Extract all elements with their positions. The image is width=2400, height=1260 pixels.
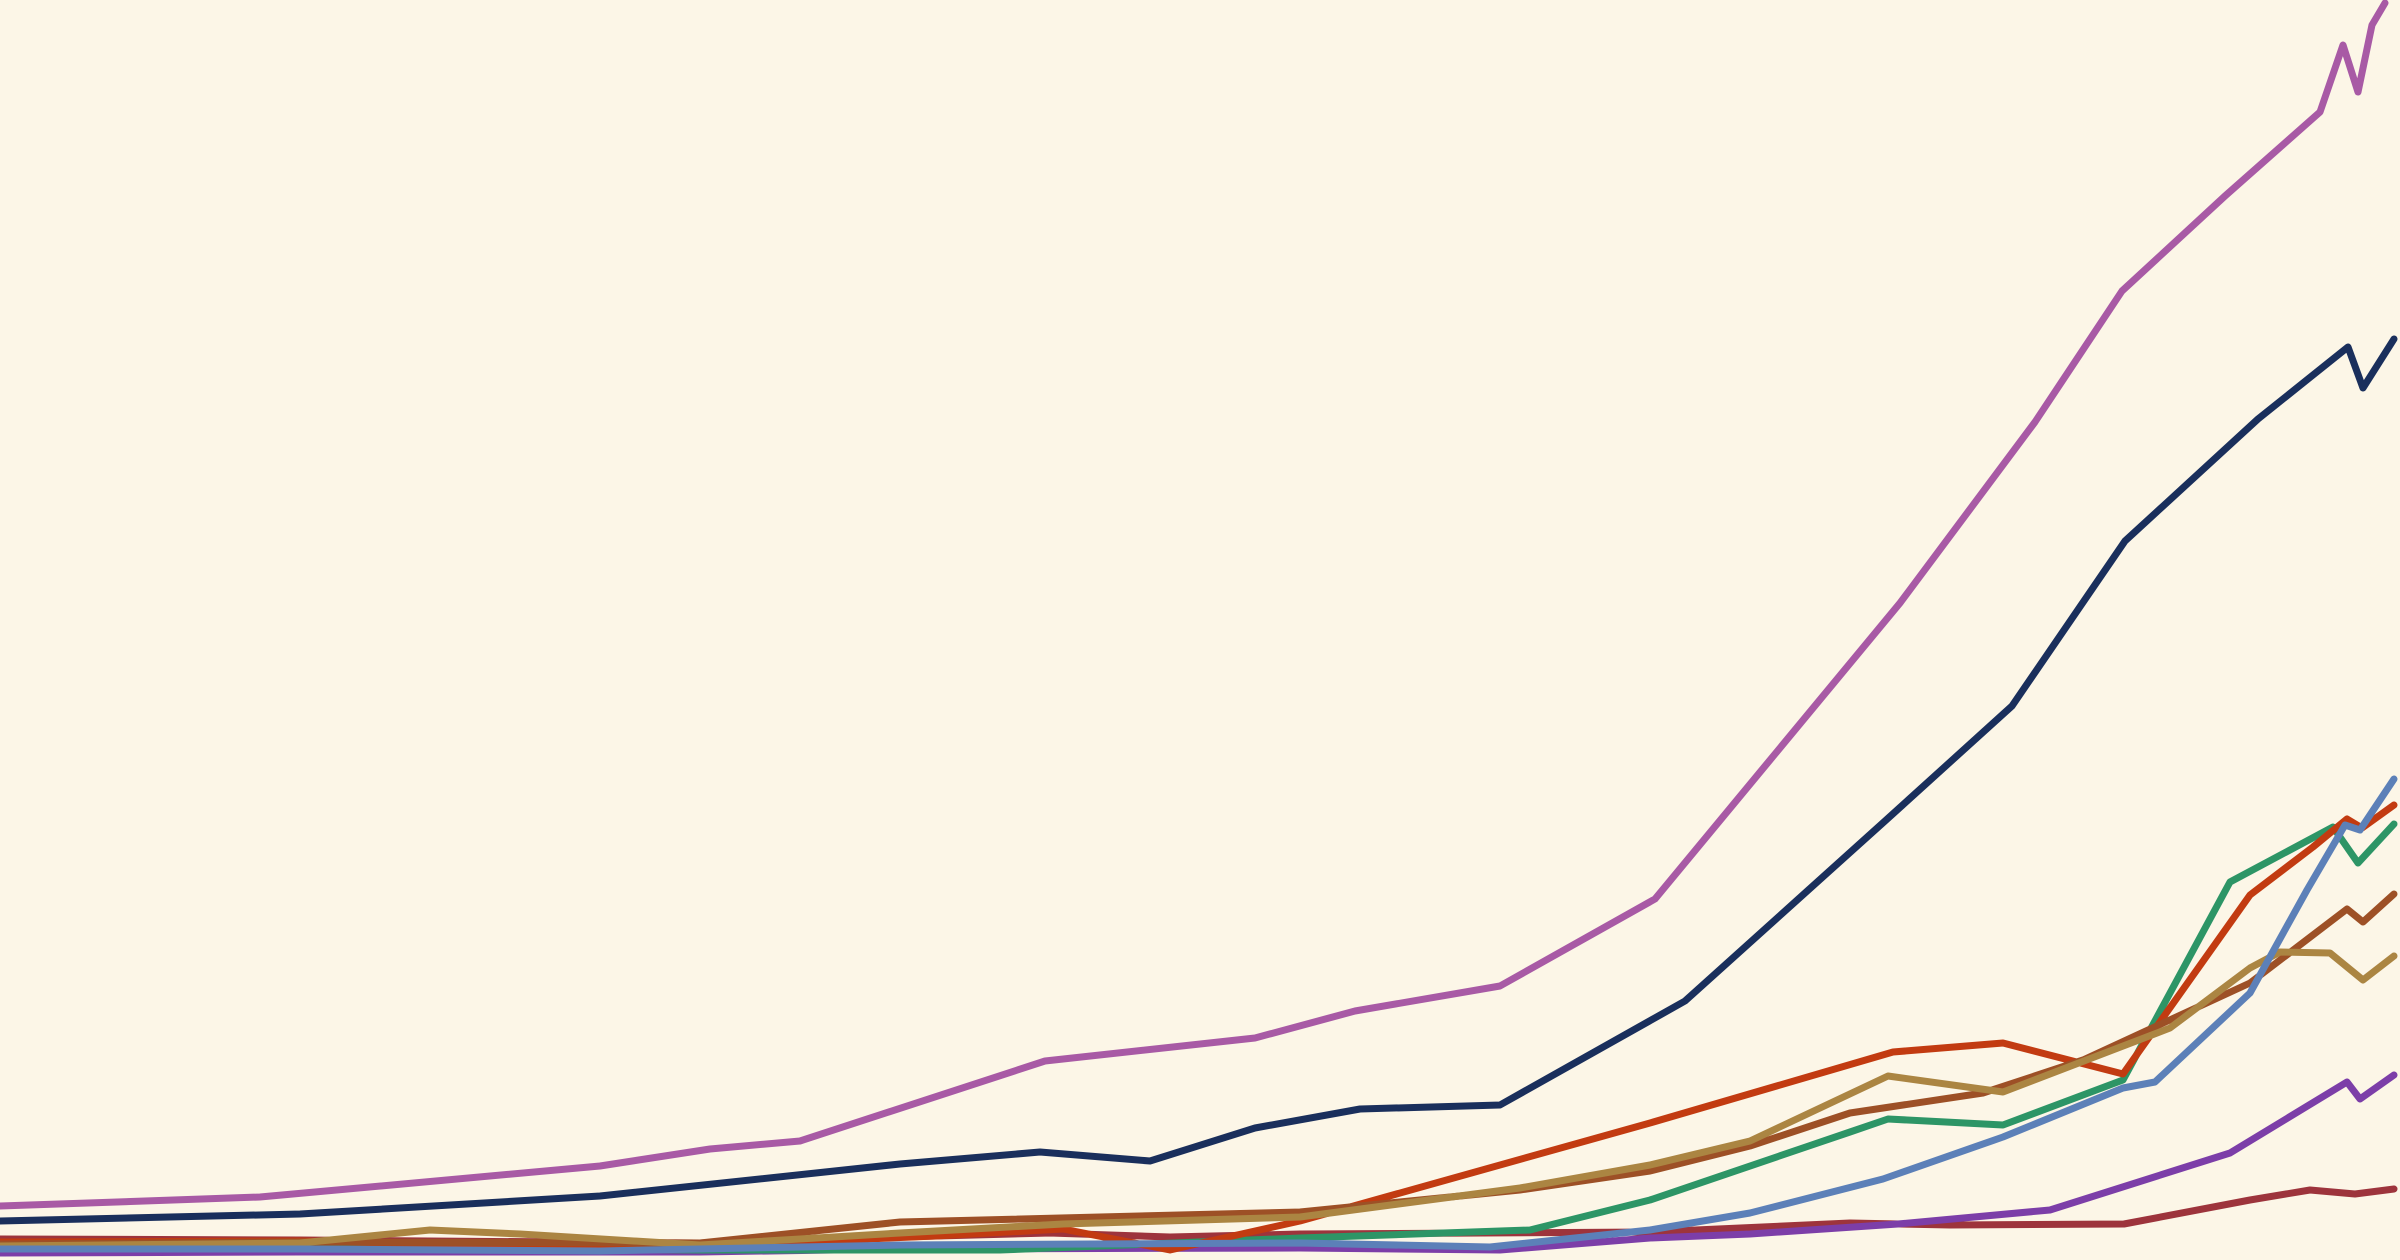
series-sienna-line	[0, 890, 2398, 1248]
series-magenta-line	[0, 0, 2389, 1210]
series-tan-line	[0, 948, 2398, 1250]
series-steel-blue-line	[0, 775, 2398, 1255]
series-navy-line	[0, 335, 2398, 1225]
